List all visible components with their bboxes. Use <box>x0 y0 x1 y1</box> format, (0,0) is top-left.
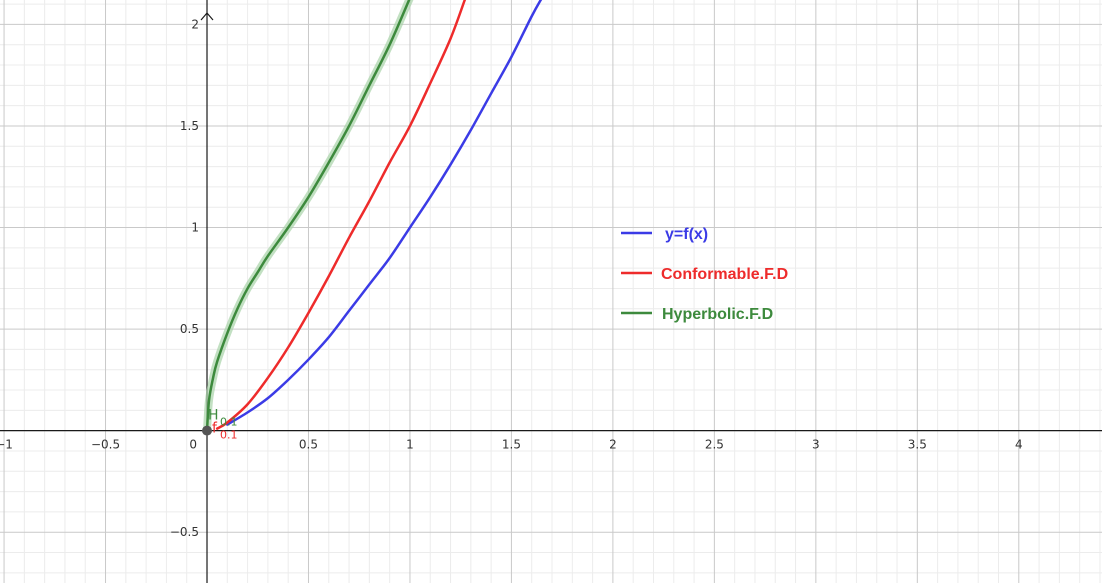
x-tick-label: 1 <box>406 438 414 452</box>
x-tick-label: 4 <box>1015 438 1023 452</box>
series-line-conformable <box>215 0 466 430</box>
y-tick-label: 0.5 <box>180 322 199 336</box>
x-tick-label: 2.5 <box>705 438 724 452</box>
x-tick-label: −1 <box>0 438 13 452</box>
point-label-h: H <box>208 408 219 424</box>
origin-point <box>202 425 213 436</box>
y-tick-label: 1 <box>191 221 199 235</box>
point-label-f-subscript: 0.1 <box>220 429 238 442</box>
x-tick-label: 0.5 <box>299 438 318 452</box>
series-line-fx <box>226 0 543 426</box>
markers: H 0.1f 0.1 <box>202 408 238 442</box>
legend-item-fx-label: y=f(x) <box>665 226 708 243</box>
x-tick-label: 1.5 <box>502 438 521 452</box>
curves <box>203 0 543 435</box>
x-tick-label: 2 <box>609 438 617 452</box>
point-label-h-subscript: 0.1 <box>220 416 238 429</box>
x-tick-label: 3.5 <box>908 438 927 452</box>
point-label-f: f <box>212 421 218 437</box>
y-axis-arrow-icon <box>200 12 214 21</box>
legend-item-conformable-label: Conformable.F.D <box>661 266 788 283</box>
x-tick-label: 3 <box>812 438 820 452</box>
tick-labels: −1 −0.5 0.5 1 1.5 2 2.5 3 3.5 4 −0.5 0.5 1 1.5 2 0 <box>0 17 1023 539</box>
series-line-hyperbolic <box>205 0 411 432</box>
legend: y=f(x) Conformable.F.D Hyperbolic.F.D <box>621 226 788 323</box>
origin-label: 0 <box>189 438 197 452</box>
y-tick-label: 1.5 <box>180 119 199 133</box>
x-tick-label: −0.5 <box>91 438 120 452</box>
legend-item-hyperbolic-label: Hyperbolic.F.D <box>662 306 773 323</box>
y-tick-label: 2 <box>191 17 199 31</box>
y-tick-label: −0.5 <box>170 525 199 539</box>
